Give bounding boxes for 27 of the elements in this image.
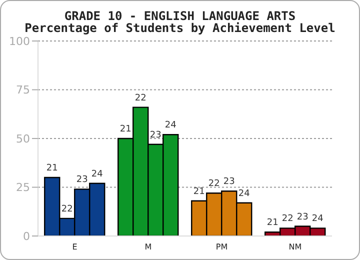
text: 22: [208, 179, 220, 190]
x-tick-label: PM: [216, 242, 228, 252]
text: 21: [266, 218, 278, 228]
text: 23: [296, 212, 308, 222]
chart-title: GRADE 10 - ENGLISH LANGUAGE ARTS: [63, 9, 297, 23]
series-label: 21: [46, 164, 58, 174]
text: 24: [312, 214, 324, 224]
text: 23: [223, 177, 235, 188]
x-tick-label: M: [144, 242, 152, 252]
text: 21: [193, 186, 205, 197]
series-label: 22: [61, 204, 73, 214]
y-tick-label: 50: [16, 132, 30, 146]
y-tick-label: 25: [16, 181, 30, 194]
series-label: 24: [91, 169, 104, 180]
text: 21: [120, 124, 132, 134]
chart-subtitle: Percentage of Students by Achievement Level: [24, 21, 336, 35]
text: 23: [150, 130, 162, 140]
text: 24: [164, 120, 176, 131]
text: 22: [282, 214, 294, 224]
y-tick-label: 0: [23, 230, 30, 243]
x-tick-label: E: [72, 242, 78, 252]
series-label: 23: [76, 175, 88, 186]
text: 22: [134, 93, 146, 104]
text: 24: [238, 188, 250, 199]
y-tick-label: 75: [16, 84, 30, 97]
y-tick-label: 100: [9, 34, 30, 48]
x-tick-label: NM: [288, 242, 302, 252]
